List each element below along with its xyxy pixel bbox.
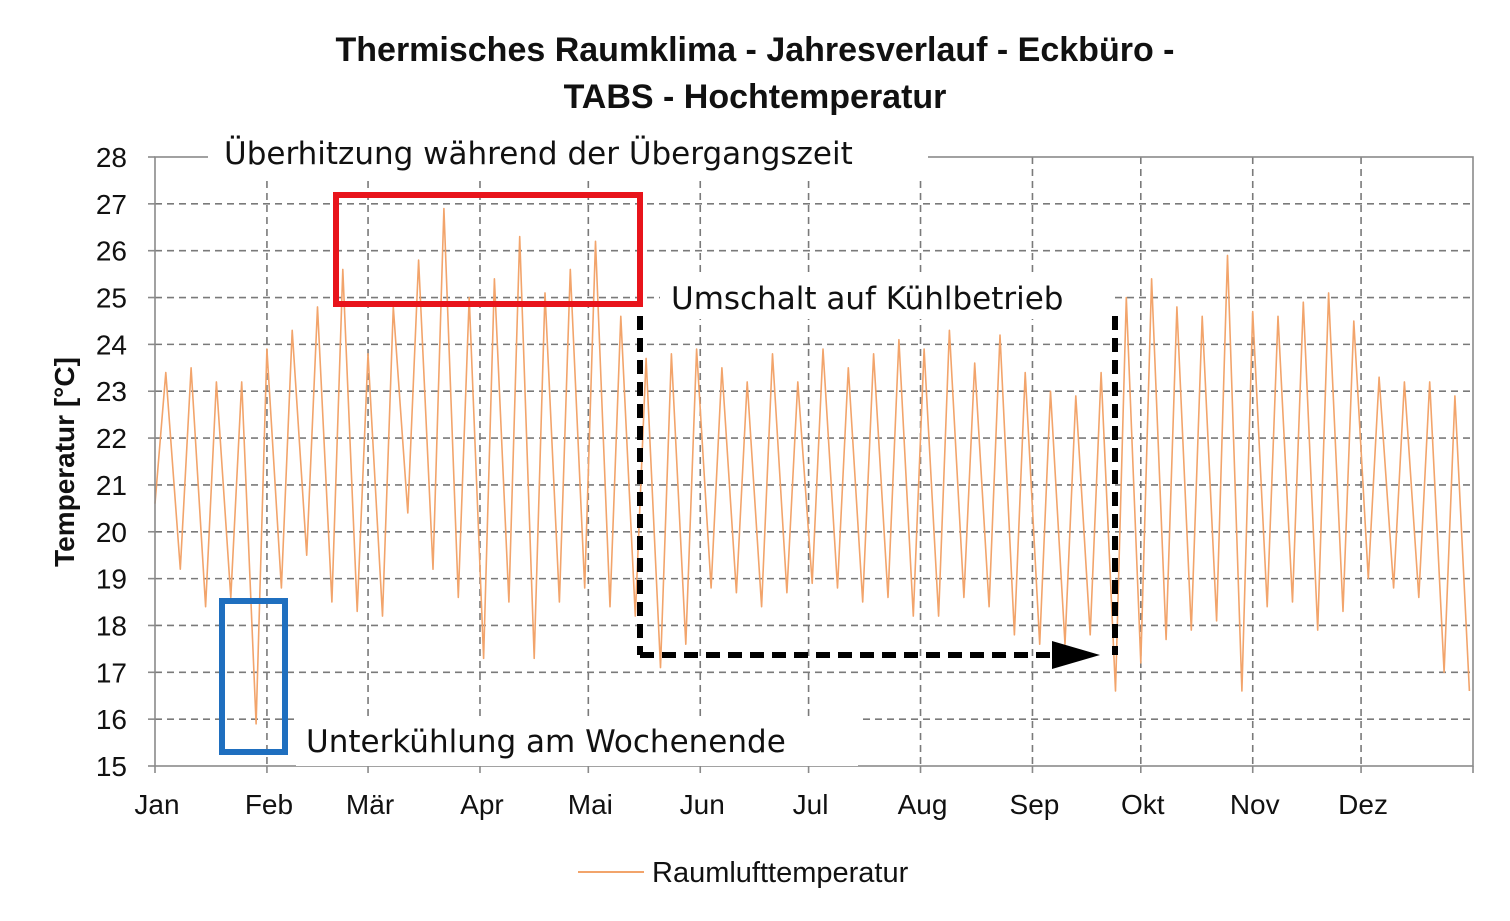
arrow-head-icon	[1052, 641, 1100, 669]
x-tick-label: Nov	[1230, 789, 1280, 820]
grid-lines	[155, 157, 1473, 766]
y-axis-label: Temperatur [°C]	[49, 357, 80, 567]
x-tick-label: Apr	[460, 789, 504, 820]
annotation-overheating-text-bg	[208, 134, 928, 180]
overheating-highlight-box	[333, 192, 643, 307]
x-tick-label: Mai	[568, 789, 613, 820]
y-tick-label: 27	[96, 189, 127, 220]
y-tick-label: 21	[96, 470, 127, 501]
y-tick-label: 26	[96, 236, 127, 267]
y-tick-label: 28	[96, 142, 127, 173]
chart-title-line-2: TABS - Hochtemperatur	[564, 78, 947, 116]
annotation-cooling-switch-text: Umschalt auf Kühlbetrieb	[671, 281, 1063, 317]
y-tick-label: 17	[96, 657, 127, 688]
y-tick-label: 19	[96, 564, 127, 595]
y-tick-label: 15	[96, 751, 127, 782]
x-tick-label: Jan	[134, 789, 179, 820]
y-tick-label: 25	[96, 283, 127, 314]
x-tick-label: Aug	[898, 789, 948, 820]
annotation-cooling-text-bg	[660, 275, 1115, 319]
x-tick-label: Jul	[793, 789, 829, 820]
annotation-undercooling-text: Unterkühlung am Wochenende	[306, 724, 786, 760]
y-tick-label: 20	[96, 517, 127, 548]
x-tick-labels: Jan Feb Mär Apr Mai Jun Jul Aug Sep Okt Nov Dez	[134, 789, 1388, 820]
x-tick-label: Jun	[680, 789, 725, 820]
x-tick-label: Sep	[1010, 789, 1060, 820]
legend-label-raumlufttemperatur: Raumlufttemperatur	[652, 857, 909, 889]
x-tick-label: Mär	[346, 789, 394, 820]
annotation-overheating-text: Überhitzung während der Übergangszeit	[224, 135, 853, 172]
y-tick-label: 18	[96, 610, 127, 641]
annotation-undercooling-text-bg	[296, 716, 858, 766]
x-tick-label: Dez	[1338, 789, 1388, 820]
y-tick-label: 24	[96, 329, 127, 360]
series-line-raumlufttemperatur	[154, 207, 1471, 725]
y-tick-label: 22	[96, 423, 127, 454]
chart-title-line-1: Thermisches Raumklima - Jahresverlauf - …	[336, 31, 1175, 69]
series-line-layer	[154, 207, 1471, 725]
x-tick-label: Okt	[1121, 789, 1165, 820]
y-tick-labels: 15 16 17 18 19 20 21 22 23 24 25 26 27 28	[96, 142, 127, 782]
y-tick-label: 16	[96, 704, 127, 735]
cooling-switch-arrow	[637, 316, 1118, 669]
legend: Raumlufttemperatur	[578, 857, 909, 889]
y-tick-label: 23	[96, 376, 127, 407]
undercooling-highlight-box	[219, 598, 288, 755]
x-tick-label: Feb	[245, 789, 293, 820]
